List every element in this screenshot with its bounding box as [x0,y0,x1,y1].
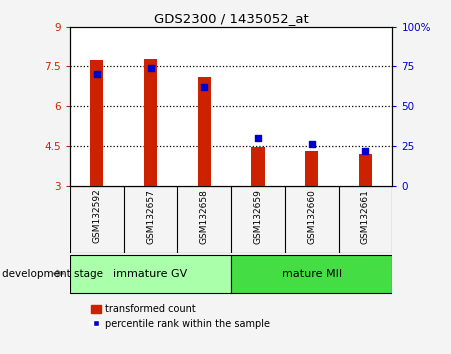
Point [201,84,208,90]
Text: immature GV: immature GV [113,268,188,279]
Text: GSM132661: GSM132661 [361,189,370,244]
Bar [359,154,372,186]
FancyBboxPatch shape [70,255,231,293]
Bar [198,77,211,186]
Bar [251,147,265,186]
Text: development stage: development stage [2,268,103,279]
Bar [90,60,103,186]
Bar [144,59,157,186]
Point [308,142,315,147]
Text: GSM132657: GSM132657 [146,189,155,244]
Legend: transformed count, percentile rank within the sample: transformed count, percentile rank withi… [91,304,271,329]
Text: GSM132660: GSM132660 [307,189,316,244]
Text: GSM132659: GSM132659 [253,189,262,244]
Title: GDS2300 / 1435052_at: GDS2300 / 1435052_at [154,12,308,25]
Point [254,135,262,141]
Point [147,65,154,71]
FancyBboxPatch shape [231,255,392,293]
Bar [305,152,318,186]
Point [362,148,369,154]
Point [93,72,101,77]
Text: GSM132658: GSM132658 [200,189,209,244]
Text: mature MII: mature MII [282,268,342,279]
Text: GSM132592: GSM132592 [92,189,101,244]
